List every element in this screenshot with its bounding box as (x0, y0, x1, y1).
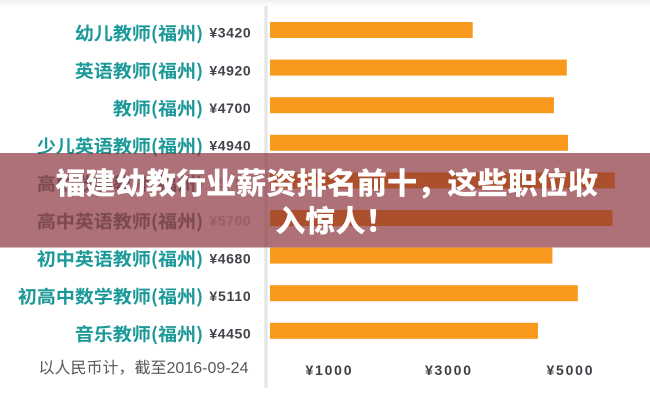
svg-text:¥1000: ¥1000 (306, 362, 352, 378)
svg-text:¥3420: ¥3420 (209, 25, 251, 41)
svg-text:¥4700: ¥4700 (209, 100, 251, 116)
svg-text:¥4450: ¥4450 (209, 326, 251, 342)
svg-text:¥5000: ¥5000 (547, 362, 593, 378)
svg-text:¥3000: ¥3000 (425, 362, 471, 378)
svg-text:¥5110: ¥5110 (209, 288, 251, 304)
svg-text:2016-09-24: 2016-09-24 (167, 360, 249, 377)
svg-text:¥4940: ¥4940 (209, 138, 251, 154)
svg-text:¥4920: ¥4920 (209, 62, 251, 78)
svg-text:¥4680: ¥4680 (209, 250, 251, 266)
